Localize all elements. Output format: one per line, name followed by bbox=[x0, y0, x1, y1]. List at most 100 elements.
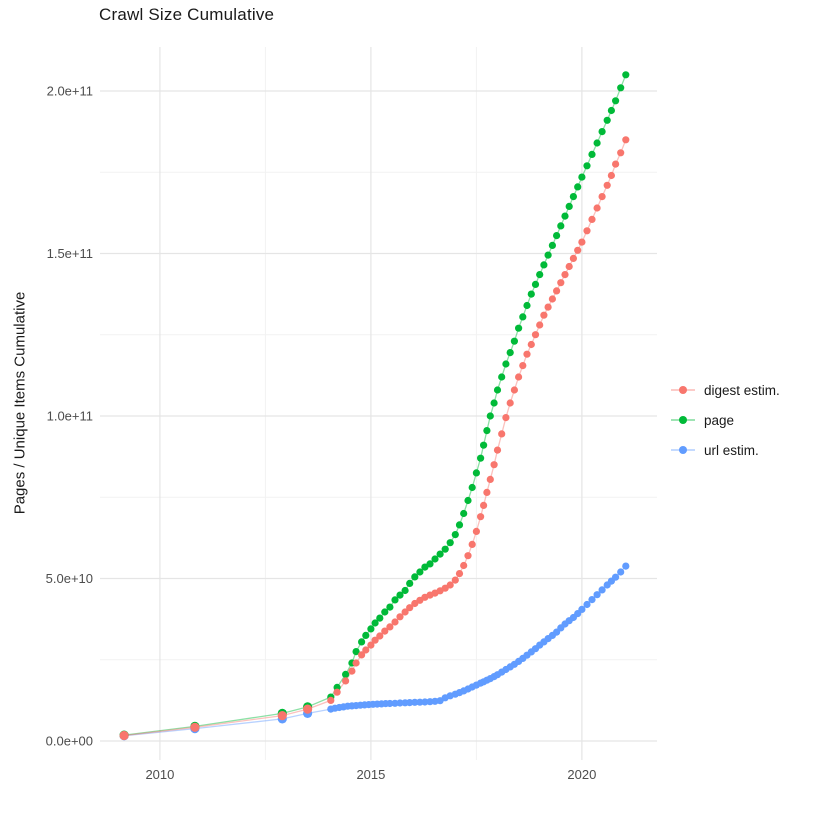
data-point-page bbox=[483, 427, 491, 435]
data-point-page bbox=[342, 670, 350, 679]
data-point-page bbox=[381, 608, 389, 616]
data-point-digest-estim- bbox=[598, 193, 606, 201]
data-point-page bbox=[376, 614, 384, 622]
data-point-digest-estim- bbox=[603, 181, 611, 189]
data-point-digest-estim- bbox=[515, 373, 523, 381]
data-point-digest-estim- bbox=[348, 667, 356, 675]
legend-item-digest-estim: digest estim. bbox=[670, 375, 780, 405]
y-tick-label: 5.0e+10 bbox=[46, 571, 93, 586]
data-point-url-estim- bbox=[622, 562, 630, 570]
data-point-digest-estim- bbox=[190, 722, 200, 732]
data-point-page bbox=[557, 222, 565, 230]
data-point-digest-estim- bbox=[401, 608, 409, 616]
data-point-page bbox=[553, 232, 561, 240]
data-point-url-estim- bbox=[396, 699, 404, 707]
data-point-digest-estim- bbox=[588, 215, 596, 223]
data-point-digest-estim- bbox=[480, 501, 488, 509]
data-point-digest-estim- bbox=[391, 618, 399, 626]
data-point-page bbox=[431, 555, 439, 563]
data-point-page bbox=[607, 106, 616, 115]
data-point-page bbox=[401, 586, 409, 595]
data-point-page bbox=[455, 521, 464, 529]
data-point-digest-estim- bbox=[583, 227, 591, 235]
data-point-page bbox=[515, 324, 523, 332]
x-tick-label: 2015 bbox=[356, 767, 385, 782]
data-point-digest-estim- bbox=[333, 688, 341, 696]
data-point-page bbox=[578, 173, 586, 181]
legend-key-point bbox=[679, 446, 687, 454]
data-point-digest-estim- bbox=[472, 527, 480, 536]
legend-label: url estim. bbox=[704, 442, 759, 458]
y-tick-label: 0.0e+00 bbox=[46, 733, 93, 748]
data-point-digest-estim- bbox=[523, 350, 531, 358]
legend-item-url-estim: url estim. bbox=[670, 435, 780, 465]
legend-item-page: page bbox=[670, 405, 780, 435]
data-point-digest-estim- bbox=[381, 627, 389, 635]
data-point-page bbox=[502, 360, 510, 368]
data-point-digest-estim- bbox=[574, 246, 582, 254]
data-point-digest-estim- bbox=[540, 311, 548, 319]
data-point-digest-estim- bbox=[303, 704, 313, 714]
data-point-digest-estim- bbox=[367, 641, 375, 649]
data-point-page bbox=[523, 301, 531, 310]
data-point-digest-estim- bbox=[527, 340, 535, 349]
data-point-url-estim- bbox=[411, 698, 419, 706]
data-point-page bbox=[617, 84, 625, 92]
data-point-digest-estim- bbox=[557, 279, 565, 287]
data-point-digest-estim- bbox=[460, 561, 468, 570]
data-point-page bbox=[536, 271, 544, 279]
data-point-page bbox=[593, 139, 601, 147]
data-point-page bbox=[391, 596, 399, 604]
data-point-page bbox=[477, 454, 485, 462]
data-point-page bbox=[544, 251, 552, 259]
data-point-url-estim- bbox=[386, 699, 394, 708]
data-point-url-estim- bbox=[578, 605, 586, 614]
data-point-page bbox=[519, 313, 527, 321]
axis-tick-labels: 2010 2015 2020 0.0e+00 5.0e+10 1.0e+11 1.5e+11… bbox=[46, 84, 597, 782]
data-point-page bbox=[603, 116, 611, 124]
data-point-digest-estim- bbox=[622, 136, 630, 144]
data-point-digest-estim- bbox=[569, 254, 578, 262]
data-point-digest-estim- bbox=[519, 362, 527, 370]
data-point-page bbox=[426, 560, 434, 568]
data-point-page bbox=[464, 496, 472, 505]
data-point-page bbox=[561, 212, 569, 220]
legend-key-page-icon bbox=[671, 416, 695, 424]
data-point-page bbox=[486, 412, 494, 420]
data-point-digest-estim- bbox=[327, 696, 335, 705]
data-point-digest-estim- bbox=[506, 399, 514, 407]
data-point-digest-estim- bbox=[593, 204, 601, 212]
data-point-digest-estim- bbox=[490, 461, 498, 469]
data-point-page bbox=[460, 509, 468, 518]
data-point-digest-estim- bbox=[371, 636, 379, 644]
legend-label: digest estim. bbox=[704, 382, 780, 398]
data-point-page bbox=[480, 441, 488, 449]
series-line-url-estim- bbox=[124, 565, 627, 737]
data-point-digest-estim- bbox=[578, 238, 586, 246]
data-point-digest-estim- bbox=[498, 430, 506, 438]
data-point-digest-estim- bbox=[612, 160, 620, 168]
data-point-digest-estim- bbox=[493, 446, 502, 454]
data-point-page bbox=[531, 280, 540, 288]
gridlines-major bbox=[100, 47, 657, 760]
data-point-page bbox=[441, 545, 449, 553]
data-point-page bbox=[565, 202, 573, 210]
data-point-page bbox=[527, 290, 535, 298]
data-point-page bbox=[612, 97, 620, 105]
data-point-page bbox=[406, 579, 414, 588]
data-point-url-estim- bbox=[593, 591, 601, 599]
data-point-digest-estim- bbox=[565, 262, 573, 271]
legend-key-digest-estim-icon bbox=[671, 386, 695, 394]
data-point-page bbox=[352, 648, 360, 656]
data-point-digest-estim- bbox=[536, 321, 544, 329]
data-point-digest-estim- bbox=[486, 475, 494, 483]
data-point-url-estim- bbox=[612, 573, 620, 581]
data-point-digest-estim- bbox=[451, 576, 459, 584]
data-point-page bbox=[506, 349, 514, 357]
data-point-page bbox=[436, 550, 444, 558]
data-point-url-estim- bbox=[406, 699, 414, 707]
data-point-digest-estim- bbox=[342, 677, 350, 685]
data-point-digest-estim- bbox=[446, 581, 454, 589]
legend: digest estim. page url estim. bbox=[670, 375, 780, 465]
